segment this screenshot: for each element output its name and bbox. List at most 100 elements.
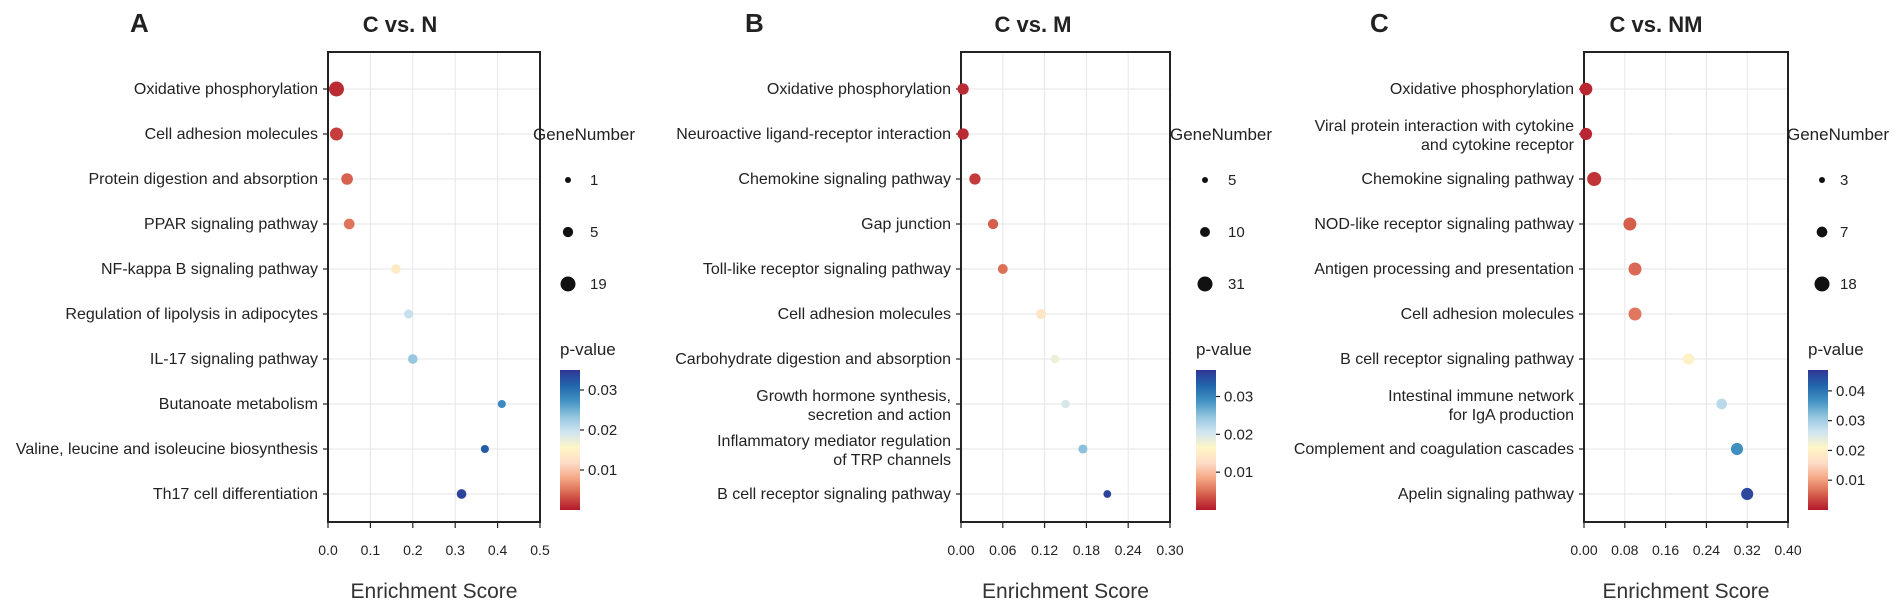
panel-b-ytick-label-7: Growth hormone synthesis, secretion and a… [756, 388, 951, 424]
panel-b-plot-frame [960, 51, 1171, 523]
panel-a-size-legend-label-0: 1 [590, 172, 598, 189]
panel-c-colorbar-label-2: 0.03 [1836, 413, 1865, 430]
panel-b-point-8 [1078, 444, 1088, 454]
panel-a-point-2 [341, 173, 353, 185]
panel-c-point-9 [1741, 487, 1754, 501]
panel-c-point-5 [1628, 307, 1642, 321]
panel-b-ytick-line-8-0: Inflammatory mediator regulation [717, 433, 951, 450]
panel-a-ytick-line-9-0: Th17 cell differentiation [153, 486, 318, 503]
panel-b-point-5 [1035, 308, 1047, 320]
panel-a-ytick-line-4-0: NF-kappa B signaling pathway [101, 261, 318, 278]
panel-c-ytick-label-3: NOD-like receptor signaling pathway [1314, 216, 1574, 233]
panel-c-colorbar [1808, 370, 1828, 510]
panel-c-ytick-label-1: Viral protein interaction with cytokine a… [1315, 118, 1575, 154]
panel-b-size-legend-title: GeneNumber [1170, 125, 1272, 144]
panel-c-ytick-line-7-1: for IgA production [1449, 407, 1574, 424]
panel-b-ytick-line-3-0: Gap junction [861, 216, 951, 233]
panel-c-size-legend-dot-0 [1819, 177, 1825, 183]
panel-b-ytick-label-4: Toll-like receptor signaling pathway [703, 261, 951, 278]
panel-b-point-2 [969, 173, 981, 185]
panel-c-ytick-label-8: Complement and coagulation cascades [1294, 441, 1574, 458]
panel-c-ytick-line-3-0: NOD-like receptor signaling pathway [1314, 216, 1574, 233]
panel-c-ytick-label-2: Chemokine signaling pathway [1361, 171, 1574, 188]
panel-a-colorbar [560, 370, 580, 510]
panel-b-size-legend-dot-1 [1200, 227, 1210, 237]
panel-b-ytick-line-6-0: Carbohydrate digestion and absorption [675, 351, 951, 368]
panel-b-ytick-label-5: Cell adhesion molecules [778, 306, 951, 323]
panel-a-ytick-line-7-0: Butanoate metabolism [159, 396, 318, 413]
panel-a-point-3 [343, 218, 355, 230]
panel-c-size-legend-title: GeneNumber [1787, 125, 1889, 144]
panel-a-xtick-label-5: 0.5 [530, 542, 550, 558]
panel-a-ytick-label-2: Protein digestion and absorption [89, 171, 319, 188]
panel-b-ytick-line-0-0: Oxidative phosphorylation [767, 81, 951, 98]
panel-b-size-legend-label-0: 5 [1228, 172, 1236, 189]
panel-a-ytick-line-3-0: PPAR signaling pathway [144, 216, 318, 233]
panel-b-point-6 [1050, 354, 1060, 364]
panel-a-xlabel: Enrichment Score [351, 580, 518, 603]
panel-c-plot-frame [1583, 51, 1789, 523]
panel-b-size-legend-dot-0 [1202, 177, 1208, 183]
panel-c-letter: C [1370, 8, 1389, 38]
panel-c-title: C vs. NM [1610, 12, 1703, 37]
panel-b-title: C vs. M [994, 12, 1071, 37]
panel-a-point-5 [404, 309, 414, 319]
panel-b-point-9 [1103, 490, 1112, 498]
panel-a-point-0 [328, 81, 344, 97]
panel-a-ytick-line-8-0: Valine, leucine and isoleucine biosynthe… [16, 441, 318, 458]
panel-b-xtick-label-0: 0.00 [947, 542, 974, 558]
panel-a-ytick-label-5: Regulation of lipolysis in adipocytes [65, 306, 318, 323]
panel-c-ytick-line-8-0: Complement and coagulation cascades [1294, 441, 1574, 458]
panel-c-ytick-label-7: Intestinal immune network for IgA product… [1388, 388, 1575, 424]
panel-b-ytick-line-5-0: Cell adhesion molecules [778, 306, 951, 323]
panel-c-ytick-label-0: Oxidative phosphorylation [1390, 81, 1574, 98]
panel-b-ytick-line-2-0: Chemokine signaling pathway [738, 171, 951, 188]
panel-b-ytick-label-9: B cell receptor signaling pathway [717, 486, 951, 503]
panel-a-ytick-label-3: PPAR signaling pathway [144, 216, 318, 233]
panel-a-size-legend-dot-1 [562, 226, 574, 238]
panel-c-size-legend-label-1: 7 [1840, 224, 1848, 241]
panel-a-color-legend-title: p-value [560, 340, 616, 359]
panel-a-xtick-label-3: 0.3 [445, 542, 465, 558]
panel-a-size-legend-label-1: 5 [590, 224, 598, 241]
panel-b-size-legend-dot-2 [1197, 276, 1213, 292]
panel-c-ytick-label-5: Cell adhesion molecules [1401, 306, 1574, 323]
panel-c-xtick-label-1: 0.08 [1611, 542, 1638, 558]
panel-a-point-9 [456, 489, 467, 499]
panel-a-point-1 [329, 127, 344, 141]
panel-c-point-4 [1628, 262, 1642, 276]
panel-b-size-legend-label-2: 31 [1228, 276, 1245, 293]
panel-a-colorbar-label-2: 0.03 [588, 382, 617, 399]
panel-a-ytick-label-7: Butanoate metabolism [159, 396, 318, 413]
panel-b-letter: B [745, 8, 764, 38]
panel-a-colorbar-label-0: 0.01 [588, 462, 617, 479]
panel-c-colorbar-label-1: 0.02 [1836, 442, 1865, 459]
panel-b-ytick-label-0: Oxidative phosphorylation [767, 81, 951, 98]
panel-b-colorbar-label-2: 0.03 [1224, 388, 1253, 405]
panel-c-point-6 [1682, 353, 1695, 365]
panel-b-colorbar [1196, 370, 1216, 510]
panel-c-xtick-label-3: 0.24 [1693, 542, 1720, 558]
panel-a-ytick-label-1: Cell adhesion molecules [145, 126, 318, 143]
panel-c-point-1 [1579, 127, 1593, 141]
panel-b-ytick-label-3: Gap junction [861, 216, 951, 233]
panel-c-colorbar-label-3: 0.04 [1836, 383, 1865, 400]
panel-c-xlabel: Enrichment Score [1603, 580, 1770, 603]
panel-a-title: C vs. N [363, 12, 438, 37]
panel-b-ytick-label-6: Carbohydrate digestion and absorption [675, 351, 951, 368]
panel-b-ytick-line-7-1: secretion and action [808, 407, 951, 424]
panel-b-xlabel: Enrichment Score [982, 580, 1149, 603]
panel-a-ytick-line-6-0: IL-17 signaling pathway [150, 351, 318, 368]
panel-a-ytick-line-2-0: Protein digestion and absorption [89, 171, 319, 188]
panel-b-xtick-label-4: 0.24 [1115, 542, 1142, 558]
panel-c-ytick-line-1-0: Viral protein interaction with cytokine [1315, 118, 1574, 135]
panel-b-point-4 [997, 264, 1008, 274]
panel-c-ytick-line-4-0: Antigen processing and presentation [1314, 261, 1574, 278]
panel-a-xtick-label-1: 0.1 [361, 542, 381, 558]
panel-a-ytick-line-5-0: Regulation of lipolysis in adipocytes [65, 306, 318, 323]
panel-b-point-0 [957, 83, 969, 95]
panel-c-point-0 [1579, 82, 1593, 96]
panel-c-xtick-label-2: 0.16 [1652, 542, 1679, 558]
panel-a-size-legend-title: GeneNumber [533, 125, 635, 144]
panel-a-xtick-label-2: 0.2 [403, 542, 423, 558]
